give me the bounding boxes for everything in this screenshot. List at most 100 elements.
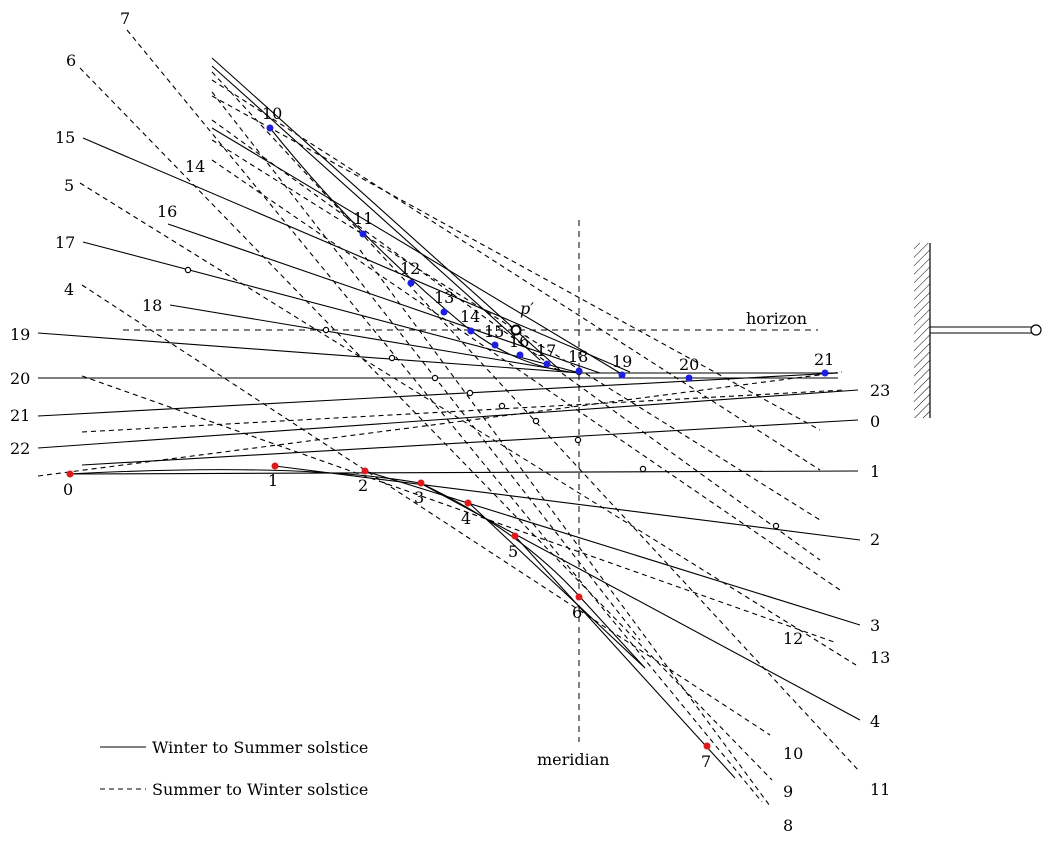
solid-label-4: 4 — [870, 712, 880, 731]
solid-line-16 — [167, 223, 601, 374]
marker — [574, 436, 582, 444]
solid-label-18: 18 — [142, 296, 162, 315]
p-prime-label: p′ — [520, 299, 534, 318]
dashed-label-9: 9 — [783, 782, 793, 801]
dashed-label-4: 4 — [64, 280, 74, 299]
blue-label-12: 12 — [400, 259, 420, 278]
solid-label-15: 15 — [55, 128, 75, 147]
dashed-line-g — [359, 249, 771, 807]
left-labels: 7 6 15 14 5 16 17 4 18 19 20 21 22 — [10, 9, 205, 458]
solid-label-14: 14 — [185, 157, 205, 176]
legend-dashed-label: Summer to Winter solstice — [152, 780, 368, 799]
red-point-1 — [271, 462, 279, 470]
dashed-line-bottom — [37, 371, 843, 477]
solid-line-4 — [419, 482, 861, 721]
blue-label-13: 13 — [434, 288, 454, 307]
lower-envelope — [67, 469, 646, 669]
wall-gnomon — [914, 243, 1042, 418]
dashed-label-6: 6 — [66, 51, 76, 70]
solid-line-22-23 — [37, 389, 859, 449]
red-point-6 — [575, 593, 583, 601]
solid-label-1: 1 — [870, 462, 880, 481]
solid-line-3 — [364, 470, 861, 626]
dashed-line-13 — [79, 182, 857, 666]
dashed-label-11: 11 — [870, 780, 890, 799]
dashed-label-12: 12 — [783, 629, 803, 648]
blue-point-12 — [407, 279, 415, 287]
blue-label-16: 16 — [509, 332, 529, 351]
dashed-line-a — [211, 79, 821, 471]
red-point-3 — [417, 479, 425, 487]
solid-line-upper-a — [211, 57, 561, 371]
blue-points: 10 11 12 13 14 15 16 17 18 19 20 21 — [262, 104, 834, 382]
red-point-7 — [703, 742, 711, 750]
red-point-5 — [511, 532, 519, 540]
dashed-line-23 — [81, 389, 845, 433]
marker — [431, 374, 439, 382]
marker — [322, 326, 330, 334]
blue-label-19: 19 — [612, 352, 632, 371]
solid-label-3: 3 — [870, 616, 880, 635]
dashed-line-9 — [79, 67, 773, 781]
blue-label-14: 14 — [460, 307, 480, 326]
blue-label-15: 15 — [484, 322, 504, 341]
dashed-label-13: 13 — [870, 648, 890, 667]
blue-point-13 — [440, 308, 448, 316]
solid-lines — [37, 57, 861, 779]
solid-label-22: 22 — [10, 439, 30, 458]
solid-label-19: 19 — [10, 325, 30, 344]
right-labels: 23 0 1 2 3 4 12 13 10 11 9 8 — [783, 381, 890, 835]
red-point-2 — [361, 467, 369, 475]
red-label-1: 1 — [268, 471, 278, 490]
blue-point-19 — [618, 371, 626, 379]
solid-line-upper-b — [211, 65, 541, 361]
solid-line-18 — [169, 304, 561, 371]
dashed-line-d — [211, 139, 821, 521]
dashed-line-e — [211, 159, 841, 591]
dashed-label-8: 8 — [783, 816, 793, 835]
blue-point-11 — [359, 230, 367, 238]
marker — [532, 417, 540, 425]
upper-envelope — [269, 127, 838, 374]
red-points: 0 1 2 3 4 5 6 7 — [63, 462, 711, 771]
solid-label-2: 2 — [870, 530, 880, 549]
red-label-4: 4 — [461, 509, 471, 528]
solid-label-17: 17 — [55, 233, 75, 252]
blue-label-20: 20 — [679, 355, 699, 374]
solid-label-16: 16 — [157, 202, 177, 221]
solid-label-0: 0 — [870, 412, 880, 431]
blue-label-11: 11 — [353, 209, 373, 228]
dashed-line-8 — [126, 29, 763, 803]
red-label-5: 5 — [508, 542, 518, 561]
legend-solid-label: Winter to Summer solstice — [152, 738, 368, 757]
blue-point-21 — [821, 369, 829, 377]
dashed-label-7: 7 — [120, 9, 130, 28]
dashed-label-10: 10 — [783, 744, 803, 763]
solid-line-14 — [211, 127, 621, 374]
blue-label-10: 10 — [262, 104, 282, 123]
red-label-7: 7 — [701, 752, 711, 771]
solid-line-0 — [81, 419, 859, 466]
solid-line-15 — [82, 137, 631, 373]
solid-line-lower-b — [513, 534, 736, 779]
marker — [639, 465, 647, 473]
dashed-line-10 — [81, 284, 771, 736]
blue-label-21: 21 — [814, 350, 834, 369]
solid-label-23: 23 — [870, 381, 890, 400]
marker — [498, 402, 506, 410]
gnomon-tip — [1030, 324, 1042, 336]
blue-point-10 — [266, 124, 274, 132]
red-point-4 — [464, 499, 472, 507]
solid-label-20: 20 — [10, 369, 30, 388]
wall-hatch — [914, 243, 930, 418]
solid-line-1 — [67, 470, 859, 475]
solid-line-lower-a — [467, 501, 646, 669]
red-label-3: 3 — [414, 488, 424, 507]
blue-point-20 — [685, 374, 693, 382]
meridian-label: meridian — [537, 750, 610, 769]
red-label-0: 0 — [63, 480, 73, 499]
dashed-line-12 — [81, 375, 835, 643]
dashed-line-11 — [211, 71, 861, 773]
